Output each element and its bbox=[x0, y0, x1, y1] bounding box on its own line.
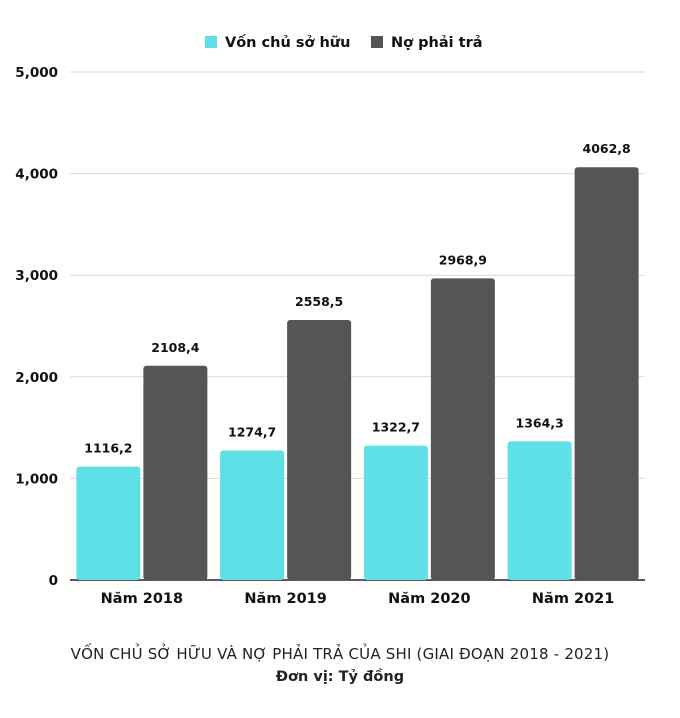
data-label: 2108,4 bbox=[151, 340, 200, 355]
legend-swatch bbox=[371, 36, 383, 48]
y-tick-label: 2,000 bbox=[15, 370, 58, 386]
legend-label: Nợ phải trả bbox=[391, 35, 483, 51]
y-tick-label: 1,000 bbox=[15, 471, 58, 487]
bar-chart: 0 1,000 2,000 3,000 4,000 5,000 1116,2 2108,4 Nă… bbox=[15, 34, 645, 607]
chart-title: VỐN CHỦ SỞ HỮU VÀ NỢ PHẢI TRẢ CỦA SHI (G… bbox=[70, 645, 610, 663]
x-tick-label: Năm 2018 bbox=[101, 591, 183, 607]
data-label: 2968,9 bbox=[439, 252, 487, 267]
y-tick-label: 5,000 bbox=[15, 65, 58, 81]
x-tick-label: Năm 2019 bbox=[244, 591, 326, 607]
bar bbox=[363, 445, 428, 580]
x-tick-label: Năm 2021 bbox=[532, 591, 614, 607]
bar bbox=[430, 278, 495, 580]
data-label: 1322,7 bbox=[372, 420, 420, 435]
x-tick-label: Năm 2020 bbox=[388, 591, 470, 607]
y-tick-label: 3,000 bbox=[15, 268, 58, 284]
bar bbox=[574, 167, 639, 580]
data-label: 4062,8 bbox=[583, 141, 631, 156]
data-label: 1364,3 bbox=[516, 415, 564, 430]
data-label: 1274,7 bbox=[228, 424, 276, 439]
legend-label: Vốn chủ sở hữu bbox=[225, 34, 350, 51]
y-tick-label: 4,000 bbox=[15, 167, 58, 183]
legend-swatch bbox=[205, 36, 217, 48]
chart-subtitle: Đơn vị: Tỷ đồng bbox=[275, 669, 405, 685]
bar bbox=[507, 441, 572, 580]
bar bbox=[220, 450, 285, 580]
bar bbox=[143, 365, 208, 580]
bar bbox=[287, 320, 352, 580]
data-label: 1116,2 bbox=[84, 441, 132, 456]
data-label: 2558,5 bbox=[295, 294, 343, 309]
y-tick-label: 0 bbox=[49, 573, 58, 589]
bar bbox=[76, 466, 141, 580]
